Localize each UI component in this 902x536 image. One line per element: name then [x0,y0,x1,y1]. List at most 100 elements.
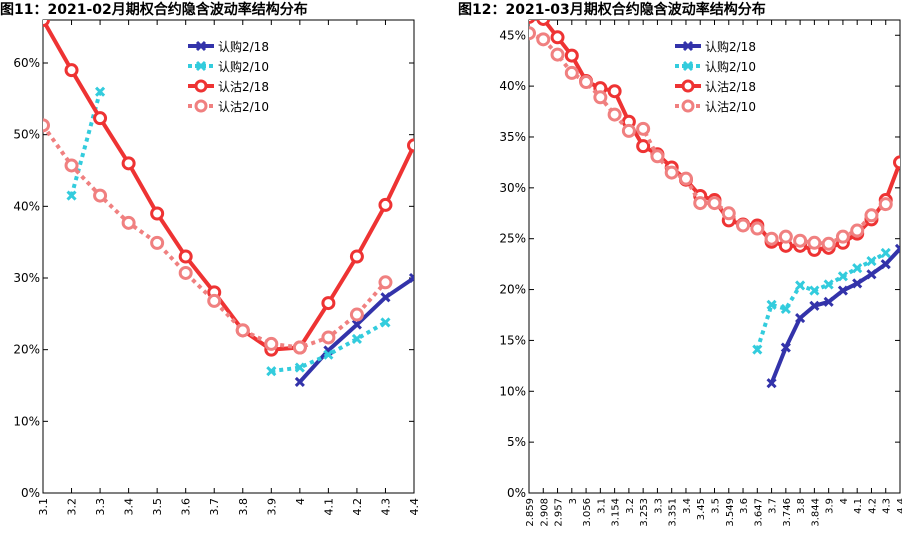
series-3 [43,118,393,355]
data-point [807,235,822,250]
data-point [536,20,551,26]
x-tick-label: 4.2 [867,498,878,514]
legend-marker [681,99,695,113]
x-tick-label: 2.859 [525,498,536,527]
series-line [43,124,387,350]
data-point [880,259,891,270]
x-tick-label: 4.4 [896,498,902,514]
data-point [294,376,305,387]
y-tick-label: 20% [499,283,526,297]
data-point [294,362,305,373]
y-tick-label: 35% [499,130,526,144]
data-point [852,263,863,274]
legend-label: 认购2/10 [218,59,269,74]
legend-marker [682,60,694,72]
data-point [150,235,165,250]
data-point [408,272,414,284]
data-point [64,63,79,78]
x-tick-label: 3.6 [180,498,193,516]
chart-2-title: 图12：2021-03月期权合约隐含波动率结构分布 [458,2,766,18]
data-point [837,285,848,296]
x-tick-label: 3.746 [782,498,793,527]
data-point [607,107,622,122]
chart-2: 0% 5% 10% 15% 20% 25% 30% 35% 40% 45% 2.859 2.908 2.… [499,19,902,527]
data-point [837,271,848,282]
data-point [351,333,362,344]
data-point [380,292,391,303]
data-point [64,158,79,173]
series-1 [66,86,391,377]
series-line [755,251,887,351]
x-tick-label: 3.056 [582,498,593,527]
x-tick-label: 3.6 [739,498,750,514]
x-tick-label: 3.253 [639,498,650,527]
data-point [235,323,250,338]
y-tick-label: 15% [499,333,526,347]
data-point [864,208,879,223]
x-tick-label: 4.4 [408,498,421,516]
x-tick-label: 3.1 [37,498,50,516]
data-point [766,378,777,389]
x-tick-label: 3.3 [94,498,107,516]
y-tick-label: 30% [499,181,526,195]
data-point [835,229,850,244]
x-tick-label: 3.7 [208,498,221,516]
y-tick-label: 30% [13,271,40,285]
data-point [766,299,777,310]
data-point [536,32,551,47]
data-point [564,65,579,80]
y-tick-label: 40% [13,199,40,213]
x-tick-label: 3.7 [768,498,779,514]
data-point [636,121,651,136]
data-point [664,165,679,180]
data-point [529,20,536,24]
data-point [292,340,307,355]
x-tick-label: 3.1 [596,498,607,514]
data-point [66,190,77,201]
data-point [678,171,693,186]
x-tick-label: 2.908 [539,498,550,527]
series-line [43,20,414,352]
data-point [378,197,393,212]
data-point [564,48,579,63]
data-point [607,84,622,99]
legend-label: 认购2/10 [705,59,756,74]
x-tick-label: 4 [294,498,307,505]
x-tick-label: 2.957 [554,498,565,527]
data-point [823,279,834,290]
data-point [795,280,806,291]
y-tick-label: 20% [13,343,40,357]
x-tick-label: 3.9 [825,498,836,514]
data-point [321,296,336,311]
data-point [378,275,393,290]
data-point [621,123,636,138]
series-1 [752,247,891,355]
data-point [750,221,765,236]
data-point [866,256,877,267]
legend-marker [682,40,694,52]
x-tick-label: 3.5 [711,498,722,514]
data-point [894,243,900,254]
data-point [529,26,536,41]
data-point [121,156,136,171]
data-point [550,30,565,45]
x-tick-label: 3.8 [796,498,807,514]
data-point [178,265,193,280]
data-point [121,215,136,230]
x-tick-label: 4.1 [853,498,864,514]
data-point [150,206,165,221]
y-tick-label: 45% [499,28,526,42]
data-point [764,231,779,246]
y-tick-label: 0% [21,486,40,500]
data-point [823,296,834,307]
chart-1: 0% 10% 20% 30% 40% 50% 60% 3.1 3.2 3.3 3.4 3.5 3.6 3.… [13,19,421,516]
data-point [321,330,336,345]
series-0 [766,243,900,389]
x-tick-label: 3.8 [237,498,250,516]
data-point [721,206,736,221]
data-point [866,269,877,280]
legend-marker [681,79,695,93]
data-point [178,249,193,264]
data-point [878,197,893,212]
legend-label: 认购2/18 [705,39,756,54]
